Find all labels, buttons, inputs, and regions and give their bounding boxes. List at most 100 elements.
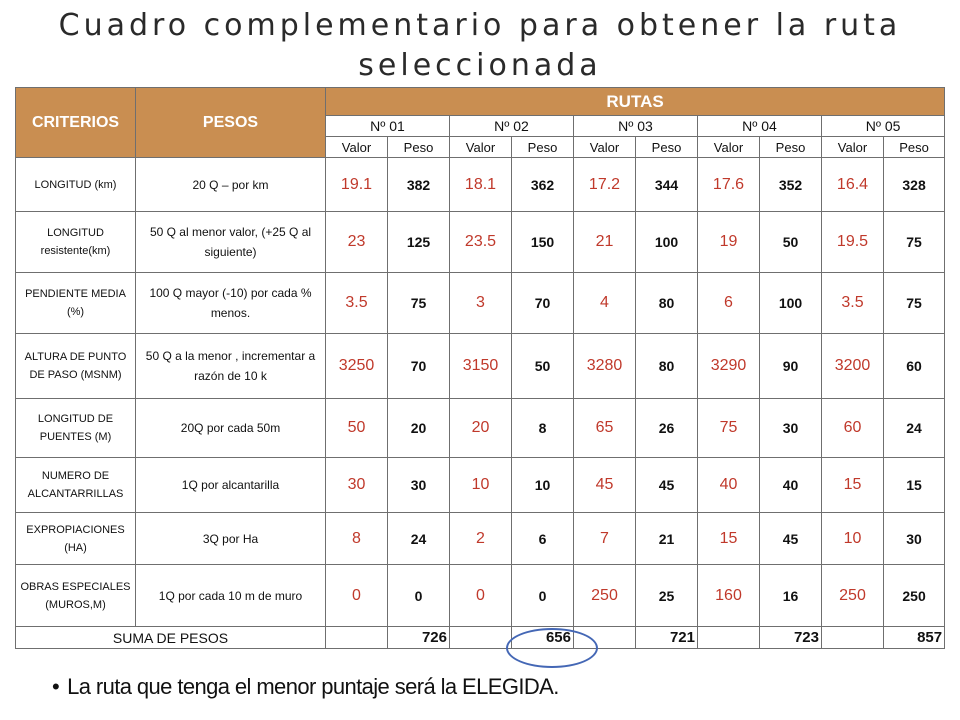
criteria-row: OBRAS ESPECIALES (MUROS,M) 1Q por cada 10…	[15, 564, 946, 627]
peso-cell: 75	[882, 272, 946, 334]
peso-header: Peso	[387, 136, 450, 158]
sum-spacer	[449, 626, 512, 649]
peso-cell: 90	[759, 333, 822, 399]
valor-cell: 50	[325, 398, 388, 458]
peso-cell: 30	[882, 512, 946, 565]
valor-header: Valor	[573, 136, 636, 158]
valor-header: Valor	[325, 136, 388, 158]
criteria-row: LONGITUD resistente(km) 50 Q al menor val…	[15, 211, 946, 273]
table-body: LONGITUD (km) 20 Q – por km 19.1 382 18.1 362…	[15, 157, 946, 627]
valor-cell: 250	[821, 564, 884, 627]
valor-cell: 65	[573, 398, 636, 458]
peso-cell: 100	[635, 211, 698, 273]
peso-cell: 150	[511, 211, 574, 273]
valor-cell: 15	[697, 512, 760, 565]
valor-cell: 0	[325, 564, 388, 627]
valor-cell: 15	[821, 457, 884, 513]
sum-row: SUMA DE PESOS 726 656 721 723 857	[15, 626, 946, 649]
valor-cell: 17.2	[573, 157, 636, 212]
valor-cell: 10	[449, 457, 512, 513]
peso-cell: 70	[387, 333, 450, 399]
criteria-row: PENDIENTE MEDIA (%) 100 Q mayor (-10) por…	[15, 272, 946, 334]
peso-rule-cell: 100 Q mayor (-10) por cada % menos.	[135, 272, 326, 334]
peso-header: Peso	[511, 136, 574, 158]
sum-label: SUMA DE PESOS	[15, 626, 326, 649]
criterio-cell: PENDIENTE MEDIA (%)	[15, 272, 136, 334]
valor-cell: 4	[573, 272, 636, 334]
peso-rule-cell: 3Q por Ha	[135, 512, 326, 565]
peso-rule-cell: 50 Q al menor valor, (+25 Q al siguiente…	[135, 211, 326, 273]
valor-cell: 60	[821, 398, 884, 458]
peso-cell: 30	[759, 398, 822, 458]
peso-rule-cell: 20Q por cada 50m	[135, 398, 326, 458]
peso-cell: 100	[759, 272, 822, 334]
peso-cell: 344	[635, 157, 698, 212]
peso-cell: 30	[387, 457, 450, 513]
valor-header: Valor	[449, 136, 512, 158]
valor-cell: 10	[821, 512, 884, 565]
valor-cell: 17.6	[697, 157, 760, 212]
peso-cell: 80	[635, 333, 698, 399]
route-header: Nº 04	[697, 115, 822, 137]
valor-cell: 23.5	[449, 211, 512, 273]
criterio-cell: LONGITUD resistente(km)	[15, 211, 136, 273]
peso-cell: 40	[759, 457, 822, 513]
criteria-row: ALTURA DE PUNTO DE PASO (MSNM) 50 Q a la …	[15, 333, 946, 399]
header-criterios: CRITERIOS	[15, 87, 136, 158]
peso-rule-cell: 20 Q – por km	[135, 157, 326, 212]
valor-cell: 20	[449, 398, 512, 458]
criterio-cell: NUMERO DE ALCANTARRILLAS	[15, 457, 136, 513]
peso-cell: 50	[759, 211, 822, 273]
valor-cell: 19.1	[325, 157, 388, 212]
valor-cell: 3200	[821, 333, 884, 399]
route-header: Nº 02	[449, 115, 574, 137]
peso-cell: 21	[635, 512, 698, 565]
valor-cell: 19	[697, 211, 760, 273]
peso-cell: 16	[759, 564, 822, 627]
peso-cell: 75	[387, 272, 450, 334]
valor-cell: 160	[697, 564, 760, 627]
valor-cell: 7	[573, 512, 636, 565]
valor-cell: 3150	[449, 333, 512, 399]
peso-header: Peso	[635, 136, 698, 158]
peso-cell: 25	[635, 564, 698, 627]
valor-cell: 3.5	[325, 272, 388, 334]
route-total: 723	[759, 626, 822, 649]
route-header: Nº 01	[325, 115, 450, 137]
sum-spacer	[821, 626, 884, 649]
valor-cell: 45	[573, 457, 636, 513]
peso-cell: 328	[882, 157, 946, 212]
peso-rule-cell: 1Q por cada 10 m de muro	[135, 564, 326, 627]
peso-cell: 45	[635, 457, 698, 513]
peso-cell: 20	[387, 398, 450, 458]
peso-cell: 75	[882, 211, 946, 273]
peso-cell: 8	[511, 398, 574, 458]
conclusion-text: La ruta que tenga el menor puntaje será …	[67, 674, 559, 699]
peso-cell: 15	[882, 457, 946, 513]
valor-cell: 75	[697, 398, 760, 458]
valor-cell: 3250	[325, 333, 388, 399]
bullet-mark: •	[52, 674, 60, 699]
peso-cell: 250	[882, 564, 946, 627]
peso-cell: 352	[759, 157, 822, 212]
peso-cell: 0	[387, 564, 450, 627]
criteria-row: LONGITUD DE PUENTES (M) 20Q por cada 50m 5…	[15, 398, 946, 458]
peso-cell: 382	[387, 157, 450, 212]
sum-spacer	[697, 626, 760, 649]
valor-cell: 3.5	[821, 272, 884, 334]
criteria-row: EXPROPIACIONES (HA) 3Q por Ha 8 24 2 6 7 21 15 45…	[15, 512, 946, 565]
criteria-row: LONGITUD (km) 20 Q – por km 19.1 382 18.1 362…	[15, 157, 946, 212]
peso-rule-cell: 50 Q a la menor , incrementar a razón de…	[135, 333, 326, 399]
peso-rule-cell: 1Q por alcantarilla	[135, 457, 326, 513]
peso-cell: 26	[635, 398, 698, 458]
valor-cell: 18.1	[449, 157, 512, 212]
peso-cell: 24	[387, 512, 450, 565]
valor-cell: 6	[697, 272, 760, 334]
selected-route-highlight	[506, 628, 598, 668]
valor-cell: 30	[325, 457, 388, 513]
criterio-cell: LONGITUD DE PUENTES (M)	[15, 398, 136, 458]
peso-cell: 80	[635, 272, 698, 334]
criteria-row: NUMERO DE ALCANTARRILLAS 1Q por alcantari…	[15, 457, 946, 513]
valor-cell: 3290	[697, 333, 760, 399]
valor-cell: 16.4	[821, 157, 884, 212]
